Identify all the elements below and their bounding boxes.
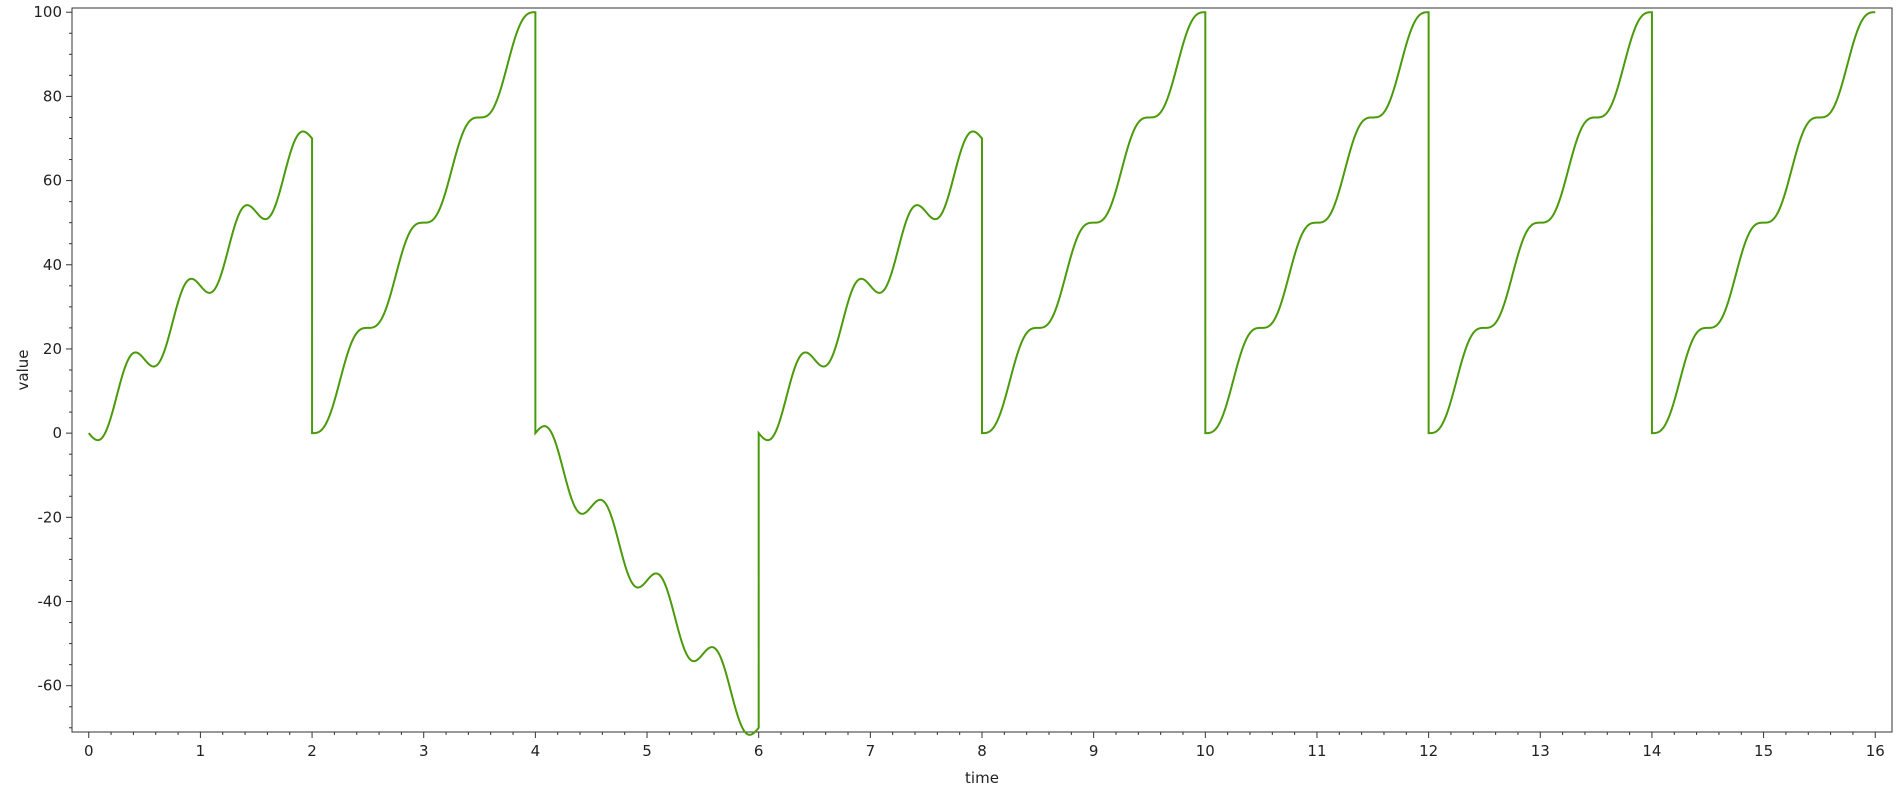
y-tick-label: -60 <box>38 677 63 695</box>
y-tick-label: 80 <box>43 87 62 105</box>
x-tick-label: 16 <box>1866 742 1885 760</box>
x-tick-label: 1 <box>196 742 206 760</box>
x-tick-label: 9 <box>1089 742 1099 760</box>
x-tick-label: 11 <box>1307 742 1326 760</box>
y-tick-label: -20 <box>38 508 63 526</box>
x-tick-label: 0 <box>84 742 94 760</box>
x-tick-label: 7 <box>866 742 876 760</box>
y-tick-label: 40 <box>43 256 62 274</box>
x-axis-ticks: 0 1 2 3 4 5 6 7 8 9 10 11 12 13 14 15 16 <box>84 732 1885 760</box>
y-tick-label: -40 <box>38 593 63 611</box>
x-tick-label: 14 <box>1642 742 1661 760</box>
x-tick-label: 3 <box>419 742 429 760</box>
y-axis-ticks: -60 -40 -20 0 20 40 60 80 100 <box>33 3 72 729</box>
x-axis-label: time <box>965 769 999 787</box>
series-line <box>87 11 1876 736</box>
x-tick-label: 12 <box>1419 742 1438 760</box>
y-tick-label: 60 <box>43 172 62 190</box>
x-tick-label: 10 <box>1196 742 1215 760</box>
x-tick-label: 5 <box>642 742 652 760</box>
x-tick-label: 4 <box>531 742 541 760</box>
x-tick-label: 2 <box>307 742 317 760</box>
y-tick-label: 100 <box>33 3 62 21</box>
x-tick-label: 13 <box>1531 742 1550 760</box>
x-tick-label: 15 <box>1754 742 1773 760</box>
y-axis-label: value <box>14 350 32 391</box>
x-tick-label: 6 <box>754 742 764 760</box>
x-tick-label: 8 <box>977 742 987 760</box>
y-tick-label: 20 <box>43 340 62 358</box>
y-tick-label: 0 <box>52 424 62 442</box>
